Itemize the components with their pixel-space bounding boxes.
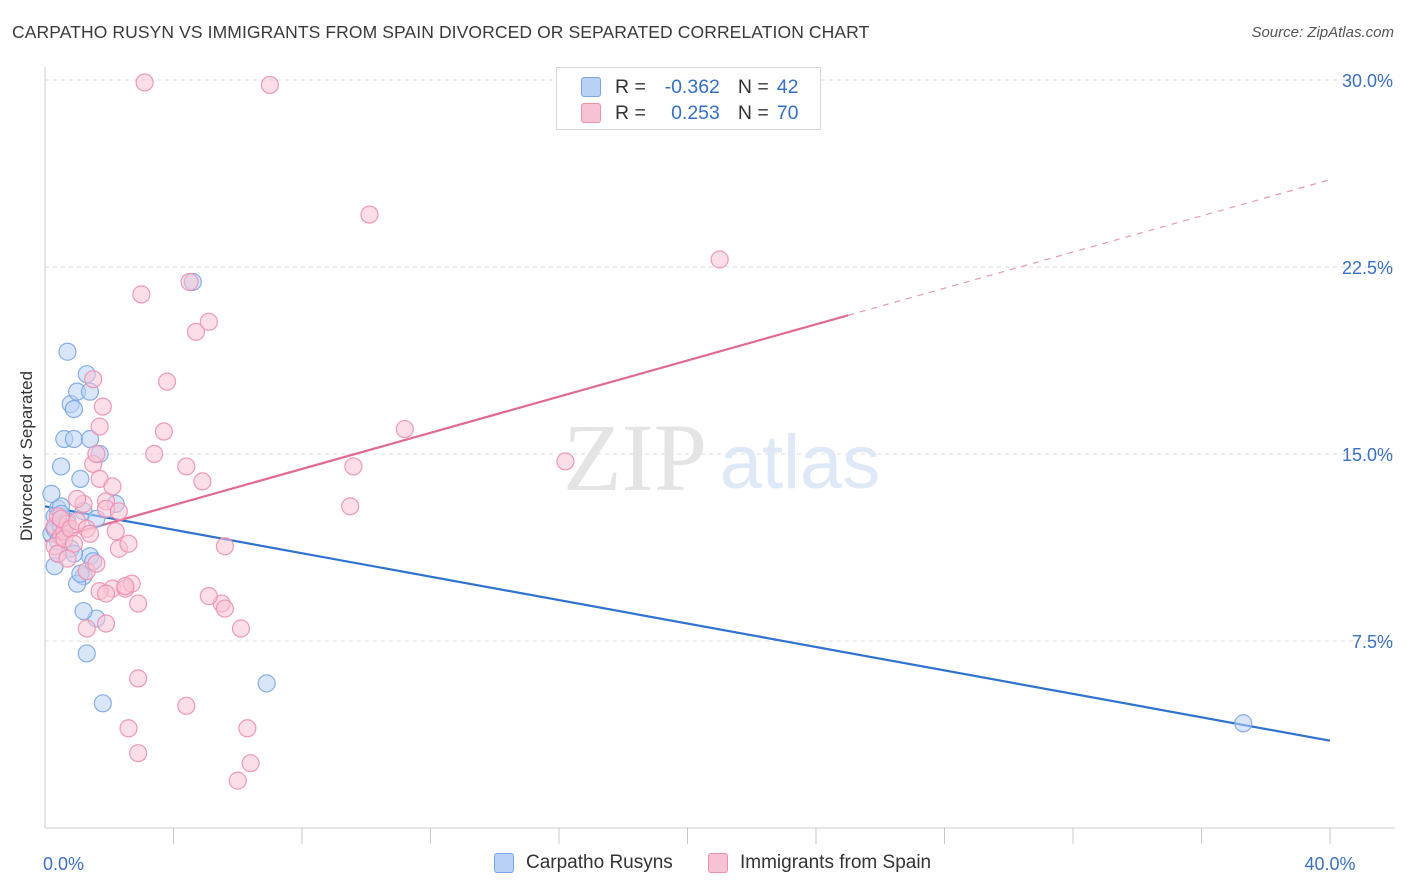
trend-line-blue xyxy=(44,505,1331,742)
legend-item-spain: Immigrants from Spain xyxy=(708,852,931,874)
legend-item-carpatho: Carpatho Rusyns xyxy=(494,852,673,874)
point-pink-46 xyxy=(199,312,218,331)
point-pink-62 xyxy=(260,75,279,95)
watermark-atlas: atlas xyxy=(720,420,881,505)
point-pink-38 xyxy=(129,594,148,613)
point-pink-10 xyxy=(64,534,84,553)
point-pink-67 xyxy=(556,452,575,471)
point-blue-38 xyxy=(257,674,276,693)
point-pink-18 xyxy=(90,417,109,436)
chart-title: CARPATHO RUSYN VS IMMIGRANTS FROM SPAIN … xyxy=(12,22,870,42)
point-pink-66 xyxy=(341,497,360,516)
x-tick-label-1: 40.0% xyxy=(1304,854,1355,874)
y-tick-label-1: 15.0% xyxy=(1342,445,1393,465)
y-tick-label-2: 22.5% xyxy=(1342,258,1393,278)
point-pink-50 xyxy=(119,719,138,738)
n-value-carpatho: 42 xyxy=(776,75,799,98)
pink-swatch-icon xyxy=(708,853,728,873)
point-pink-23 xyxy=(103,477,122,496)
point-pink-42 xyxy=(154,422,173,441)
point-pink-58 xyxy=(238,719,257,738)
point-pink-39 xyxy=(116,577,135,596)
point-pink-27 xyxy=(119,534,138,553)
stats-row-spain: R = 0.253 N = 70 xyxy=(581,101,798,125)
point-pink-19 xyxy=(93,397,112,416)
tick-labels: 7.5% 15.0% 22.5% 30.0% 0.0% 40.0% xyxy=(43,71,1393,874)
point-pink-15 xyxy=(80,524,100,543)
point-pink-53 xyxy=(215,537,234,556)
point-blue-13 xyxy=(51,457,71,476)
point-pink-55 xyxy=(199,587,218,606)
legend-label-spain: Immigrants from Spain xyxy=(740,852,932,873)
point-blue-15 xyxy=(64,429,84,449)
point-pink-49 xyxy=(129,669,148,688)
point-blue-12 xyxy=(42,484,61,503)
trend-lines xyxy=(44,179,1331,742)
point-pink-30 xyxy=(96,584,116,603)
watermark-zip: ZIP xyxy=(563,404,707,511)
point-pink-61 xyxy=(135,73,154,92)
data-points xyxy=(42,73,1253,790)
point-pink-63 xyxy=(360,205,379,224)
point-pink-32 xyxy=(109,502,128,521)
blue-swatch-icon xyxy=(494,853,514,873)
point-pink-52 xyxy=(177,696,196,715)
point-blue-35 xyxy=(77,644,96,663)
point-pink-45 xyxy=(186,322,206,341)
x-tick-label-0: 0.0% xyxy=(43,854,84,874)
gridlines xyxy=(45,79,1395,642)
point-pink-51 xyxy=(129,744,148,763)
point-blue-22 xyxy=(71,469,90,489)
n-label: N = xyxy=(737,101,769,124)
source-label: Source: ZipAtlas.com xyxy=(1251,24,1394,41)
point-pink-59 xyxy=(241,754,260,773)
r-label: R = xyxy=(615,101,646,124)
point-pink-47 xyxy=(180,272,199,292)
point-pink-11 xyxy=(58,549,77,568)
point-pink-57 xyxy=(231,619,251,638)
r-value-spain: 0.253 xyxy=(671,101,720,124)
point-pink-44 xyxy=(193,472,212,491)
blue-swatch-icon xyxy=(581,77,601,97)
point-pink-34 xyxy=(87,554,106,573)
axes xyxy=(44,67,1395,844)
point-pink-65 xyxy=(344,457,363,476)
point-pink-60 xyxy=(228,771,247,790)
trend-line-extension-pink xyxy=(847,179,1331,316)
point-pink-20 xyxy=(84,370,103,389)
point-pink-48 xyxy=(132,285,151,304)
n-value-spain: 70 xyxy=(776,101,799,124)
stats-legend: R = -0.362 N = 42 R = 0.253 N = 70 xyxy=(556,67,821,130)
point-pink-17 xyxy=(87,444,106,464)
point-blue-36 xyxy=(93,694,112,713)
r-label: R = xyxy=(615,75,646,98)
y-tick-label-3: 30.0% xyxy=(1342,71,1393,91)
point-pink-68 xyxy=(710,250,729,269)
point-blue-17 xyxy=(64,399,84,419)
point-pink-41 xyxy=(157,372,177,391)
point-pink-56 xyxy=(215,599,234,618)
watermark: ZIP atlas xyxy=(563,404,880,511)
point-blue-34 xyxy=(74,601,93,621)
point-blue-23 xyxy=(80,429,100,449)
legend-label-carpatho: Carpatho Rusyns xyxy=(526,852,673,873)
point-pink-36 xyxy=(96,614,116,633)
pink-swatch-icon xyxy=(581,103,601,123)
stats-row-carpatho: R = -0.362 N = 42 xyxy=(581,75,798,99)
point-blue-39 xyxy=(1234,714,1253,733)
point-pink-40 xyxy=(145,444,164,464)
point-pink-25 xyxy=(106,522,125,541)
point-pink-43 xyxy=(177,457,196,476)
point-pink-64 xyxy=(395,419,414,439)
r-value-carpatho: -0.362 xyxy=(664,75,720,98)
point-blue-18 xyxy=(58,342,77,361)
point-pink-69 xyxy=(68,489,87,508)
legend: Carpatho Rusyns Immigrants from Spain xyxy=(0,852,1406,878)
n-label: N = xyxy=(737,75,769,98)
y-tick-label-0: 7.5% xyxy=(1352,632,1393,652)
point-pink-35 xyxy=(77,619,96,638)
trend-line-pink xyxy=(44,314,849,543)
y-axis-label: Divorced or Separated xyxy=(17,371,36,541)
